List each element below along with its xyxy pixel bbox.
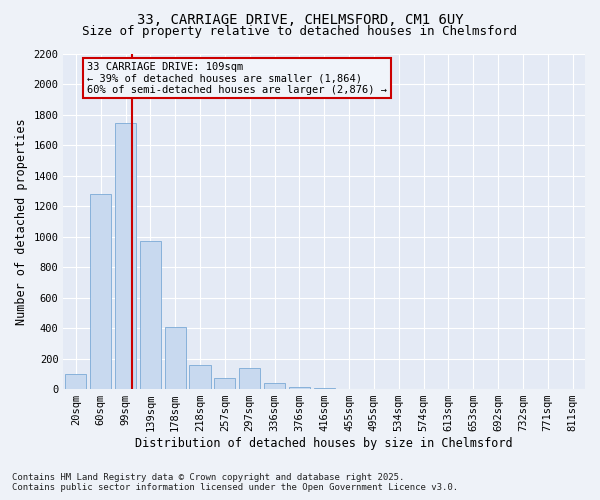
Bar <box>190 364 211 389</box>
Bar <box>214 378 235 389</box>
Text: Size of property relative to detached houses in Chelmsford: Size of property relative to detached ho… <box>83 25 517 38</box>
Bar <box>264 383 285 389</box>
Text: 33 CARRIAGE DRIVE: 109sqm
← 39% of detached houses are smaller (1,864)
60% of se: 33 CARRIAGE DRIVE: 109sqm ← 39% of detac… <box>87 62 387 95</box>
Y-axis label: Number of detached properties: Number of detached properties <box>15 118 28 325</box>
Bar <box>140 242 161 389</box>
Bar <box>164 326 186 389</box>
Bar <box>289 387 310 389</box>
Bar <box>115 122 136 389</box>
X-axis label: Distribution of detached houses by size in Chelmsford: Distribution of detached houses by size … <box>136 437 513 450</box>
Bar <box>65 374 86 389</box>
Bar <box>314 388 335 389</box>
Text: Contains HM Land Registry data © Crown copyright and database right 2025.
Contai: Contains HM Land Registry data © Crown c… <box>12 473 458 492</box>
Bar <box>239 368 260 389</box>
Bar <box>90 194 111 389</box>
Text: 33, CARRIAGE DRIVE, CHELMSFORD, CM1 6UY: 33, CARRIAGE DRIVE, CHELMSFORD, CM1 6UY <box>137 12 463 26</box>
